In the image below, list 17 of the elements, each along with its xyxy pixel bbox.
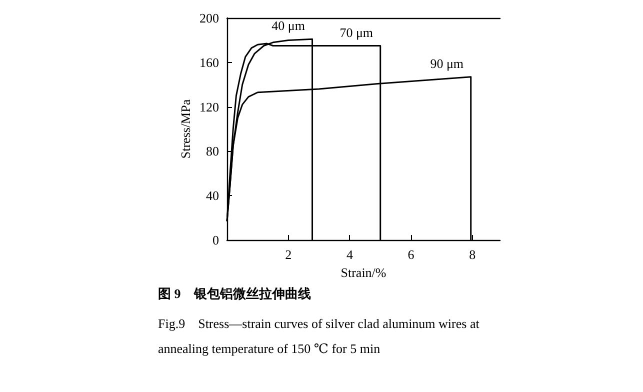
series-label: 70 μm	[340, 24, 374, 40]
x-tick-label: 6	[408, 247, 415, 262]
y-axis-title: Stress/MPa	[178, 99, 193, 159]
x-tick-label: 4	[346, 247, 354, 262]
series-label: 90 μm	[430, 56, 464, 71]
y-tick-label: 160	[200, 54, 219, 70]
y-tick-label: 40	[206, 188, 219, 204]
y-tick-label: 200	[200, 10, 219, 26]
y-tick-label: 0	[212, 232, 219, 248]
text: 图 9 银包铝微丝拉伸曲线	[158, 286, 311, 301]
series-label: 40 μm	[272, 18, 305, 34]
x-tick-label: 8	[469, 247, 476, 262]
x-tick-label: 2	[285, 247, 292, 262]
x-axis-title: Strain/%	[340, 264, 386, 280]
y-tick-label: 80	[206, 144, 219, 159]
text: Fig.9 Stress—strain curves of silver clad aluminum wires at annealing temperature of 150 ℃ for 5 min	[158, 316, 483, 356]
y-tick-label: 120	[200, 99, 219, 114]
